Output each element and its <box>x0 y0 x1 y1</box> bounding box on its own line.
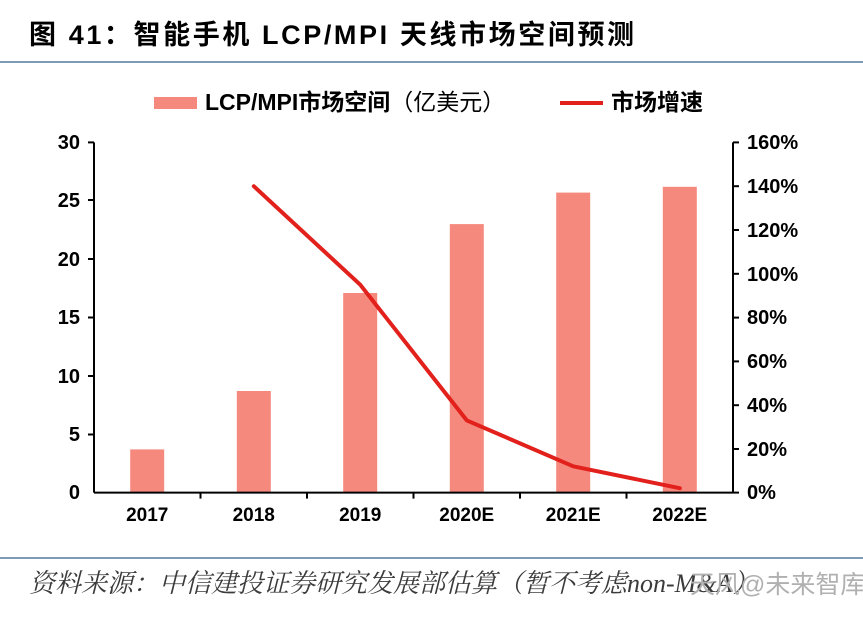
svg-text:10: 10 <box>58 366 80 388</box>
svg-text:30: 30 <box>58 132 80 154</box>
svg-text:0: 0 <box>69 482 80 504</box>
svg-text:160%: 160% <box>747 132 798 154</box>
svg-text:25: 25 <box>58 190 80 212</box>
svg-text:100%: 100% <box>747 264 798 286</box>
svg-text:20: 20 <box>58 249 80 271</box>
svg-text:40%: 40% <box>747 395 787 417</box>
svg-text:140%: 140% <box>747 176 798 198</box>
svg-text:2022E: 2022E <box>652 505 707 526</box>
svg-text:15: 15 <box>58 307 80 329</box>
svg-text:80%: 80% <box>747 307 787 329</box>
svg-text:60%: 60% <box>747 351 787 373</box>
svg-text:0%: 0% <box>747 482 776 504</box>
svg-text:120%: 120% <box>747 220 798 242</box>
svg-text:2018: 2018 <box>233 505 275 526</box>
svg-text:2021E: 2021E <box>546 505 601 526</box>
svg-text:2017: 2017 <box>126 505 168 526</box>
svg-text:2019: 2019 <box>339 505 381 526</box>
svg-text:5: 5 <box>69 424 80 446</box>
svg-text:2020E: 2020E <box>439 505 494 526</box>
svg-text:20%: 20% <box>747 439 787 461</box>
